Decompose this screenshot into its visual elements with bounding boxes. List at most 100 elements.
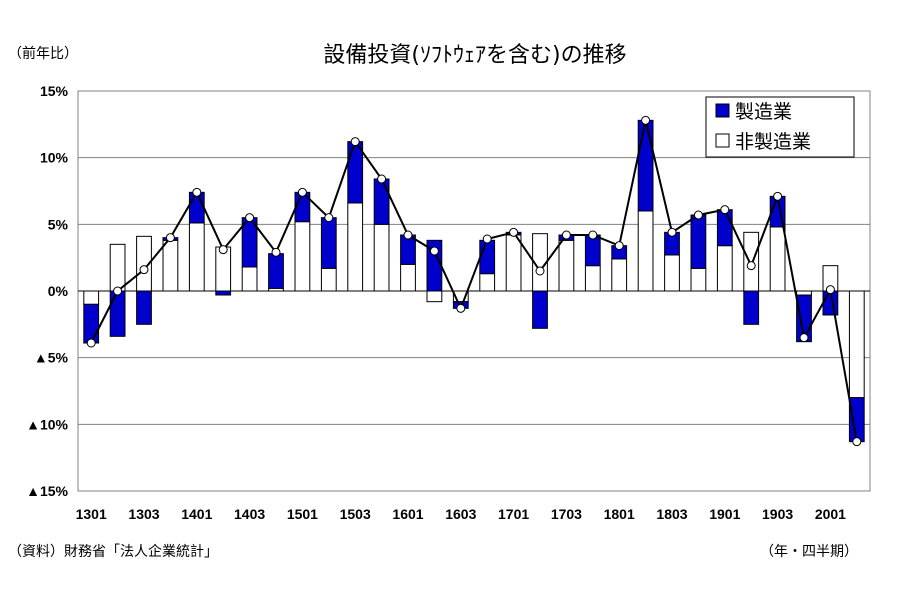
x-tick-label: 1503: [340, 506, 371, 522]
non-manufacturing-bar: [109, 243, 126, 292]
non-manufacturing-bar: [373, 223, 390, 292]
y-tick-label: 0%: [48, 283, 69, 299]
x-axis-ticks: 1301 1303 1401 1403 1501 1503 1601 1603 1701 1703…: [76, 506, 847, 522]
y-tick-label: 10%: [40, 150, 69, 166]
manufacturing-bar: [479, 239, 496, 275]
non-manufacturing-bar: [769, 226, 786, 292]
total-point: [667, 227, 677, 237]
total-point: [746, 261, 756, 271]
total-point: [799, 333, 809, 343]
manufacturing-bar: [690, 214, 707, 269]
total-point: [509, 227, 519, 237]
gridlines: [78, 157, 870, 425]
x-tick-label: 1403: [234, 506, 265, 522]
y-tick-label: 15%: [40, 83, 69, 99]
x-tick-label: 1603: [445, 506, 476, 522]
legend-swatch-nonmanufacturing: [715, 133, 730, 148]
total-point: [403, 230, 413, 240]
x-tick-label: 1601: [392, 506, 423, 522]
non-manufacturing-bar: [426, 290, 443, 303]
x-tick-label: 1401: [181, 506, 212, 522]
x-tick-label: 1801: [604, 506, 635, 522]
non-manufacturing-bar: [637, 210, 654, 292]
legend-swatch-manufacturing: [715, 103, 730, 118]
chart-title: 設備投資(ｿﾌﾄｳｪｱを含む)の推移: [323, 43, 626, 68]
y-tick-label: ▲15%: [26, 483, 68, 499]
total-point: [825, 285, 835, 295]
source-note: （資料）財務省「法人企業統計」: [8, 543, 218, 560]
non-manufacturing-bar: [400, 263, 416, 292]
non-manufacturing-bar: [558, 239, 575, 292]
manufacturing-bar: [188, 191, 205, 224]
legend-label-manufacturing: 製造業: [735, 101, 792, 123]
plot-area: [77, 90, 871, 492]
non-manufacturing-bar: [479, 273, 496, 292]
total-point: [218, 245, 228, 255]
non-manufacturing-bar: [320, 267, 337, 292]
non-manufacturing-bar: [796, 290, 812, 296]
manufacturing-bar: [136, 290, 152, 325]
non-manufacturing-bar: [347, 202, 364, 292]
legend-box: [705, 96, 855, 158]
total-point: [482, 234, 492, 244]
total-point: [192, 187, 202, 197]
total-point: [113, 286, 123, 296]
total-point: [720, 205, 730, 215]
total-point: [588, 230, 598, 240]
legend-label-nonmanufacturing: 非製造業: [735, 131, 811, 153]
total-point: [350, 137, 360, 147]
total-point: [852, 437, 862, 447]
total-point: [561, 230, 571, 240]
manufacturing-bar: [848, 397, 865, 443]
total-point: [297, 187, 307, 197]
x-tick-label: 1803: [656, 506, 687, 522]
y-tick-label: ▲5%: [34, 350, 69, 366]
total-point: [165, 233, 175, 243]
unit-label: （前年比）: [8, 45, 78, 62]
y-tick-label: 5%: [48, 216, 69, 232]
total-point: [429, 246, 439, 256]
non-manufacturing-bar: [241, 266, 258, 292]
non-manufacturing-bar: [848, 290, 865, 399]
manufacturing-bar: [743, 290, 760, 325]
x-tick-label: 1501: [287, 506, 318, 522]
total-point: [271, 247, 281, 257]
manufacturing-bar: [320, 217, 337, 269]
x-tick-label: 1703: [551, 506, 582, 522]
non-manufacturing-bar: [690, 267, 707, 292]
total-point: [693, 210, 703, 220]
x-tick-label: 1903: [762, 506, 793, 522]
non-manufacturing-bar: [83, 290, 100, 305]
non-manufacturing-bar: [584, 265, 601, 292]
manufacturing-bar: [347, 141, 364, 204]
manufacturing-bar: [215, 290, 232, 296]
total-line-series: [86, 115, 862, 447]
x-tick-label: 1303: [128, 506, 159, 522]
manufacturing-bar: [532, 290, 548, 329]
legend: 製造業 非製造業: [705, 96, 855, 158]
total-point: [245, 213, 255, 223]
total-point: [86, 338, 96, 348]
manufacturing-bar: [716, 209, 733, 247]
manufacturing-bar: [83, 303, 100, 344]
y-tick-label: ▲10%: [26, 416, 68, 432]
non-manufacturing-bar: [505, 234, 522, 292]
total-line: [90, 120, 858, 442]
non-manufacturing-bar: [611, 258, 628, 292]
bars: [83, 119, 865, 443]
total-point: [641, 115, 651, 125]
x-tick-label: 2001: [815, 506, 846, 522]
non-manufacturing-bar: [188, 222, 205, 292]
x-tick-label: 1701: [498, 506, 529, 522]
manufacturing-bar: [109, 290, 126, 337]
y-axis-ticks: 15% 10% 5% 0% ▲5% ▲10% ▲15%: [26, 83, 68, 499]
total-point: [456, 303, 466, 313]
total-point: [377, 174, 387, 184]
total-point: [773, 191, 783, 201]
manufacturing-bar: [373, 178, 390, 225]
total-point: [535, 266, 545, 276]
x-tick-label: 1901: [709, 506, 740, 522]
manufacturing-bar: [584, 234, 601, 267]
x-axis-label: （年・四半期）: [760, 544, 858, 560]
